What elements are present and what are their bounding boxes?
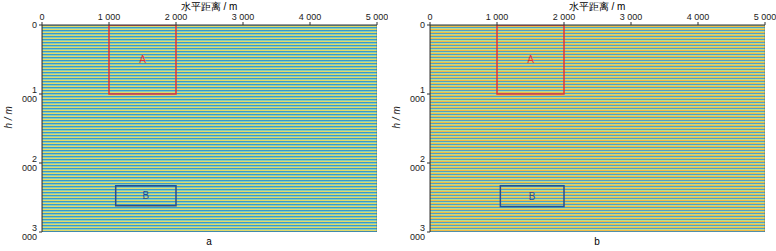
svg-text:h / m: h / m xyxy=(391,106,402,128)
svg-text:h / m: h / m xyxy=(3,106,14,128)
svg-text:4 000: 4 000 xyxy=(299,12,322,22)
svg-text:2 000: 2 000 xyxy=(553,12,576,22)
svg-text:B: B xyxy=(143,190,150,201)
svg-text:3000: 3000 xyxy=(22,223,37,242)
html-text:b: b xyxy=(594,236,600,247)
svg-text:0: 0 xyxy=(427,12,432,22)
svg-text:1000: 1000 xyxy=(22,85,37,104)
svg-text:0: 0 xyxy=(39,12,44,22)
svg-text:2000: 2000 xyxy=(410,154,425,173)
svg-text:A: A xyxy=(139,54,146,65)
svg-text:0: 0 xyxy=(32,20,37,30)
svg-text:3 000: 3 000 xyxy=(620,12,643,22)
svg-text:1 000: 1 000 xyxy=(486,12,509,22)
svg-text:A: A xyxy=(527,54,534,65)
html-text:水平距离 / m: 水平距离 / m xyxy=(568,1,626,12)
svg-text:B: B xyxy=(529,191,536,202)
svg-text:3 000: 3 000 xyxy=(232,12,255,22)
svg-text:5 000: 5 000 xyxy=(366,12,388,22)
svg-text:1000: 1000 xyxy=(410,85,425,104)
html-text:水平距离 / m: 水平距离 / m xyxy=(180,1,238,12)
svg-text:1 000: 1 000 xyxy=(98,12,121,22)
svg-text:3000: 3000 xyxy=(410,223,425,242)
svg-text:4 000: 4 000 xyxy=(687,12,710,22)
svg-text:5 000: 5 000 xyxy=(754,12,776,22)
svg-text:0: 0 xyxy=(420,20,425,30)
html-text:a: a xyxy=(206,236,212,247)
svg-text:2 000: 2 000 xyxy=(165,12,188,22)
svg-text:2000: 2000 xyxy=(22,154,37,173)
